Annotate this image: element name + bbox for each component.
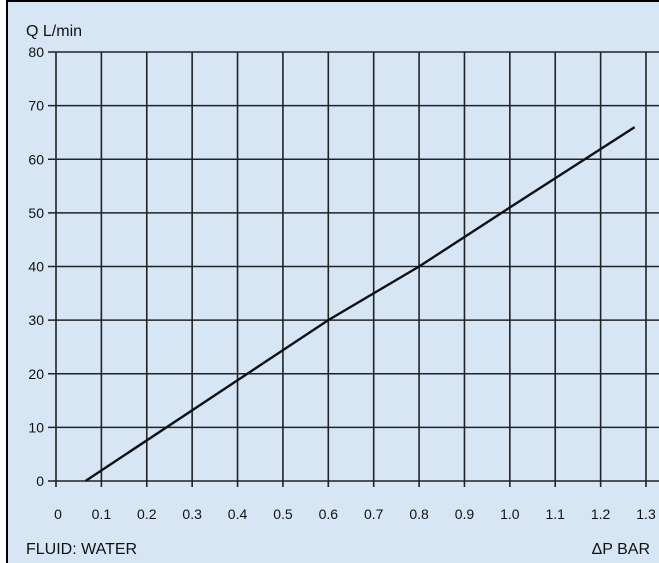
fluid-note: FLUID: WATER: [26, 541, 137, 558]
x-tick-label: 0.7: [364, 506, 384, 522]
x-tick-label: 0.6: [319, 506, 339, 522]
y-tick-label: 0: [36, 473, 44, 489]
y-tick-label: 10: [28, 419, 44, 435]
y-tick-label: 70: [28, 98, 44, 114]
x-tick-label: 0.8: [409, 506, 429, 522]
x-tick-label: 0.3: [182, 506, 202, 522]
x-tick-label: 0.4: [228, 506, 248, 522]
y-tick-label: 20: [28, 366, 44, 382]
tick-layer: 0 0.1 0.2 0.3 0.4 0.5 0.6 0.7 0.8 0.9 1.0 1.1 1.2 1.3…: [28, 44, 656, 522]
y-tick-label: 50: [28, 205, 44, 221]
y-tick-label: 40: [28, 259, 44, 275]
x-tick-label: 0.1: [92, 506, 112, 522]
y-tick-label: 30: [28, 312, 44, 328]
x-tick-label: 0.5: [273, 506, 293, 522]
x-tick-label: 1.0: [500, 506, 520, 522]
y-axis-label: Q L/min: [26, 23, 82, 40]
x-tick-label: 0.9: [455, 506, 475, 522]
flow-curve-line: [84, 126, 636, 483]
series-layer: [84, 126, 636, 483]
x-tick-label: 0: [54, 506, 62, 522]
x-tick-label: 1.2: [591, 506, 611, 522]
x-tick-label: 1.3: [636, 506, 656, 522]
grid-layer: [48, 51, 659, 487]
y-tick-label: 80: [28, 44, 44, 60]
x-tick-label: 1.1: [545, 506, 565, 522]
y-tick-label: 60: [28, 151, 44, 167]
x-axis-label: ΔP BAR: [592, 541, 650, 558]
chart-frame: [6, 0, 659, 563]
x-tick-label: 0.2: [137, 506, 157, 522]
